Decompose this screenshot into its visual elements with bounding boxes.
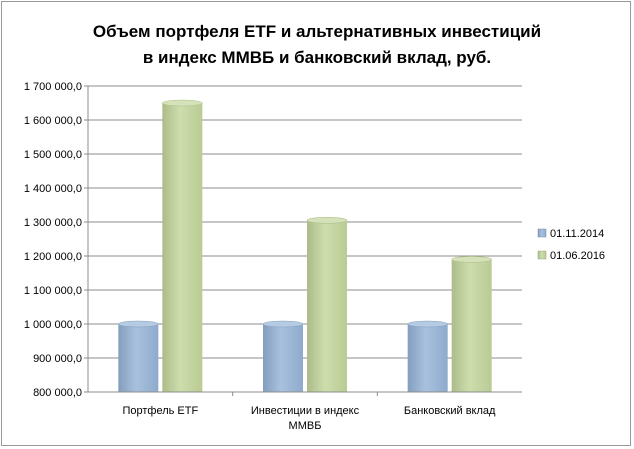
legend-swatch <box>537 250 547 260</box>
x-category-label: ММВБ <box>289 420 322 432</box>
bar-top <box>162 99 203 107</box>
bar-body <box>451 259 492 392</box>
y-tick-label: 1 500 000,0 <box>24 149 82 161</box>
y-tick-label: 1 000 000,0 <box>24 319 82 331</box>
bars <box>118 99 492 392</box>
chart-title-line: в индекс ММВБ и банковский вклад, руб. <box>143 48 491 67</box>
bar-top <box>306 217 348 224</box>
bar-top <box>118 320 159 328</box>
legend: 01.11.2014 01.06.2016 <box>537 228 605 262</box>
bar <box>306 217 348 392</box>
y-tick-label: 1 700 000,0 <box>24 81 82 93</box>
x-category-label: Инвестиции в индекс <box>251 405 360 417</box>
x-category-label: Банковский вклад <box>404 405 496 417</box>
y-tick-label: 1 300 000,0 <box>24 217 82 229</box>
chart-title: Объем портфеля ETF и альтернативных инве… <box>93 22 541 67</box>
bar <box>451 256 492 392</box>
y-tick-label: 1 100 000,0 <box>24 285 82 297</box>
bar-body <box>307 220 347 392</box>
y-tick-label: 1 600 000,0 <box>24 115 82 127</box>
bar <box>407 320 448 392</box>
legend-label: 01.06.2016 <box>550 250 605 262</box>
bar-body <box>263 324 303 392</box>
chart-title-line: Объем портфеля ETF и альтернативных инве… <box>93 22 541 41</box>
y-tick-label: 800 000,0 <box>33 387 82 399</box>
bar-body <box>407 324 448 392</box>
x-category-label: Портфель ETF <box>122 405 198 417</box>
bar-top <box>262 320 304 328</box>
bar-top <box>451 256 492 263</box>
bar <box>262 320 304 392</box>
bar <box>118 320 159 392</box>
bar-top <box>407 320 448 328</box>
y-tick-label: 900 000,0 <box>33 353 82 365</box>
bar-body <box>118 324 159 392</box>
bar <box>162 99 203 392</box>
bar-body <box>162 103 203 392</box>
axes: 800 000,0 900 000,0 1 000 000,0 1 100 000,0… <box>24 81 522 432</box>
y-tick-label: 1 400 000,0 <box>24 183 82 195</box>
legend-swatch <box>537 228 547 238</box>
legend-label: 01.11.2014 <box>550 228 604 240</box>
y-tick-label: 1 200 000,0 <box>24 251 82 263</box>
